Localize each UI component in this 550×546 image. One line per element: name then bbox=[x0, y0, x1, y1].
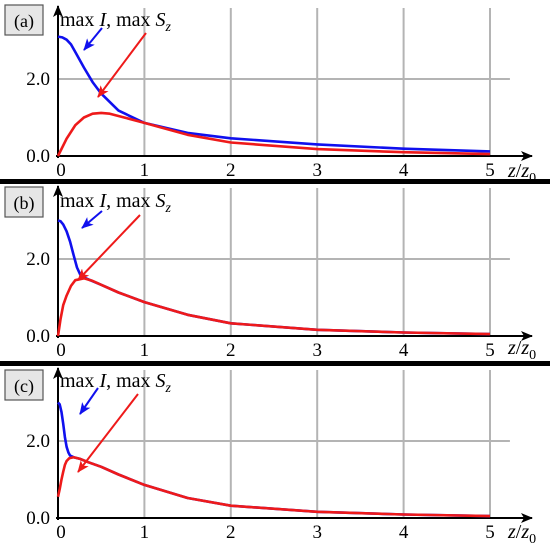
curve-annotation: max I, max Sz bbox=[60, 9, 172, 35]
x-tick-label: 3 bbox=[312, 160, 322, 181]
annotation-arrow-sz bbox=[97, 32, 147, 98]
series-line-max-sz bbox=[56, 277, 491, 337]
series-line-max-i bbox=[57, 35, 491, 153]
x-label-z0: z bbox=[520, 521, 529, 543]
annotation-s-subscript: z bbox=[165, 20, 172, 35]
panel-label-box bbox=[4, 186, 44, 218]
curve-annotation: max I, max Sz bbox=[60, 370, 172, 396]
panel-label: (b) bbox=[4, 186, 44, 218]
x-label-z0-subscript: 0 bbox=[529, 532, 536, 546]
series-lines bbox=[56, 401, 491, 518]
x-tick-label: 2 bbox=[226, 340, 236, 361]
y-tick-label: 2.0 bbox=[26, 431, 50, 452]
tick-labels: 0 1 2 3 4 5 0.0 2.0 bbox=[26, 249, 495, 361]
x-tick-label: 3 bbox=[312, 340, 322, 361]
panel: 0 1 2 3 4 50.02.0 (c) max I, max Sz z/z0 bbox=[4, 367, 536, 546]
x-label-z0-subscript: 0 bbox=[529, 171, 536, 186]
annotation-s-symbol: S bbox=[156, 9, 166, 31]
panel-label-text: (a) bbox=[14, 11, 34, 32]
annotation-arrow-i bbox=[83, 27, 103, 51]
annotation-i-symbol: I bbox=[98, 190, 107, 212]
annotation-max-sz: , max bbox=[106, 9, 155, 31]
panel-label-box bbox=[4, 369, 44, 401]
x-tick-label: 5 bbox=[485, 522, 495, 543]
annotation-s-subscript: z bbox=[165, 201, 172, 216]
x-tick-label: 0 bbox=[56, 522, 66, 543]
tick-labels: 0 1 2 3 4 5 0.0 2.0 bbox=[26, 69, 495, 181]
x-label-z0: z bbox=[520, 337, 529, 359]
annotation-max-i: max bbox=[60, 370, 99, 392]
y-tick-label: 0.0 bbox=[26, 326, 50, 347]
x-label-slash: / bbox=[516, 337, 522, 359]
annotation-arrow-sz bbox=[77, 214, 141, 281]
x-label-z0: z bbox=[520, 160, 529, 182]
panel-label-text: (c) bbox=[14, 376, 34, 397]
annotation-max-i: max bbox=[60, 190, 99, 212]
y-tick-label: 0.0 bbox=[26, 146, 50, 167]
panel-label: (a) bbox=[4, 4, 44, 36]
curve-annotation: max I, max Sz bbox=[60, 190, 172, 216]
annotation-arrow-sz bbox=[77, 393, 139, 473]
panel-label: (c) bbox=[4, 369, 44, 401]
x-tick-label: 1 bbox=[140, 340, 150, 361]
panel: 0 1 2 3 4 50.02.0 (b) max I, max Sz z/z0 bbox=[4, 185, 536, 363]
y-tick-label: 2.0 bbox=[26, 249, 50, 270]
y-tick-label: 0.0 bbox=[26, 508, 50, 529]
x-tick-label: 4 bbox=[399, 522, 409, 543]
x-label-z: z bbox=[507, 160, 516, 182]
panel: 0 1 2 3 4 50.02.0 (a) max I, max Sz z/z0 bbox=[4, 4, 536, 186]
x-label-z0-subscript: 0 bbox=[529, 348, 536, 363]
annotation-s-subscript: z bbox=[165, 381, 172, 396]
x-label-slash: / bbox=[516, 521, 522, 543]
x-tick-label: 0 bbox=[56, 160, 66, 181]
x-axis-label: z/z0 bbox=[507, 337, 536, 363]
x-tick-label: 1 bbox=[140, 160, 150, 181]
annotation-s-symbol: S bbox=[156, 190, 166, 212]
series-line-max-sz bbox=[56, 111, 491, 157]
y-tick-label: 2.0 bbox=[26, 69, 50, 90]
x-tick-label: 1 bbox=[140, 522, 150, 543]
series-lines bbox=[56, 219, 491, 337]
x-tick-label: 5 bbox=[485, 340, 495, 361]
grid-lines bbox=[58, 370, 510, 518]
series-line-max-i bbox=[57, 401, 491, 518]
x-axis-label: z/z0 bbox=[507, 521, 536, 546]
panel-separator bbox=[0, 361, 550, 366]
x-label-slash: / bbox=[516, 160, 522, 182]
annotation-arrow-i bbox=[81, 210, 103, 229]
x-label-z: z bbox=[507, 521, 516, 543]
x-tick-label: 2 bbox=[226, 160, 236, 181]
grid-lines bbox=[58, 8, 510, 156]
grid-lines bbox=[58, 188, 510, 336]
series-line-max-i bbox=[57, 219, 491, 336]
x-tick-label: 2 bbox=[226, 522, 236, 543]
x-tick-label: 5 bbox=[485, 160, 495, 181]
annotation-i-symbol: I bbox=[98, 9, 107, 31]
panel-label-box bbox=[4, 4, 44, 36]
x-axis-label: z/z0 bbox=[507, 160, 536, 186]
series-line-max-sz bbox=[56, 455, 491, 518]
panel-separator bbox=[0, 179, 550, 184]
x-tick-label: 3 bbox=[312, 522, 322, 543]
x-tick-label: 4 bbox=[399, 160, 409, 181]
panel-label-text: (b) bbox=[14, 193, 35, 214]
x-tick-label: 4 bbox=[399, 340, 409, 361]
annotation-s-symbol: S bbox=[156, 370, 166, 392]
tick-labels: 0 1 2 3 4 5 0.0 2.0 bbox=[26, 431, 495, 543]
x-label-z: z bbox=[507, 337, 516, 359]
annotation-arrow-i bbox=[79, 387, 99, 415]
annotation-max-sz: , max bbox=[106, 370, 155, 392]
series-lines bbox=[56, 35, 491, 157]
annotation-max-i: max bbox=[60, 9, 99, 31]
annotation-max-sz: , max bbox=[106, 190, 155, 212]
x-tick-label: 0 bbox=[56, 340, 66, 361]
annotation-i-symbol: I bbox=[98, 370, 107, 392]
